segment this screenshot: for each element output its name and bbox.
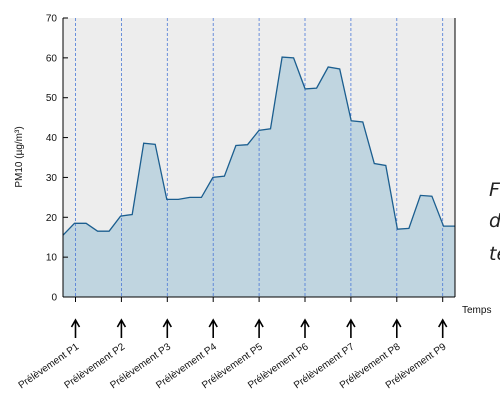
y-tick-label: 70 xyxy=(46,14,58,25)
y-tick-label: 50 xyxy=(46,93,58,104)
grid-over-layer xyxy=(75,18,444,297)
y-tick-label: 0 xyxy=(51,293,57,304)
sampling-arrow-icon xyxy=(208,318,218,338)
pm10-line xyxy=(62,56,455,236)
y-tick-label: 10 xyxy=(46,253,58,264)
sampling-arrow-icon xyxy=(70,318,81,338)
x-axis-title: Temps xyxy=(462,305,491,316)
sampling-arrow-icon xyxy=(116,318,127,338)
sampling-arrow-icon xyxy=(438,318,448,338)
pm10-area xyxy=(63,57,455,297)
sampling-arrow-icon xyxy=(300,318,310,338)
sampling-arrow-icon xyxy=(346,318,356,338)
y-axis-title: PM10 (µg/m³) xyxy=(14,126,25,187)
side-text-line-1: F xyxy=(489,179,500,201)
y-tick-label: 20 xyxy=(46,213,58,224)
y-tick-label: 60 xyxy=(46,53,58,64)
side-text-line-3: te xyxy=(489,243,500,265)
sampling-arrow-icon xyxy=(254,318,264,338)
side-text-line-2: d xyxy=(489,210,500,232)
y-tick-layer: 0 10 20 30 40 50 60 70 xyxy=(46,14,68,304)
sampling-arrow-icon xyxy=(392,318,402,338)
y-tick-label: 40 xyxy=(46,133,58,144)
sampling-arrow-icon xyxy=(162,318,172,338)
y-tick-label: 30 xyxy=(46,173,58,184)
